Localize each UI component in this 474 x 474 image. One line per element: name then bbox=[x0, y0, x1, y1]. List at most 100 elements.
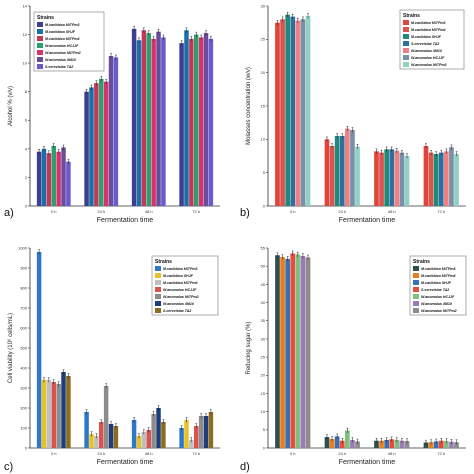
bar bbox=[404, 156, 410, 206]
bar bbox=[339, 440, 345, 448]
bar bbox=[433, 154, 439, 206]
bar bbox=[146, 430, 151, 448]
legend-label: W.anomalus 4M10 bbox=[411, 49, 442, 53]
bar bbox=[99, 78, 104, 206]
legend-label: M.caribbica SHJF bbox=[421, 281, 452, 285]
bar bbox=[404, 441, 410, 448]
chart-panel-c: 0 100 200 300 400 500 600 700 800 900 1000 0 h 24 h 4… bbox=[4, 245, 220, 473]
legend-swatch bbox=[413, 308, 419, 313]
x-tick-label: 0 h bbox=[290, 209, 296, 214]
y-tick-label: 1000 bbox=[18, 245, 28, 250]
legend-swatch bbox=[37, 36, 43, 41]
bar bbox=[94, 83, 99, 206]
legend-label: M.caribbica MiTPm4 bbox=[411, 28, 446, 32]
bar bbox=[449, 147, 454, 206]
legend-label: M.caribbica SHJF bbox=[411, 35, 442, 39]
panel-label: a) bbox=[4, 207, 14, 219]
bar bbox=[355, 146, 360, 206]
legend-swatch bbox=[403, 62, 409, 67]
bar bbox=[194, 34, 199, 207]
bar bbox=[334, 436, 340, 448]
legend-label: M.caribbica SHJF bbox=[163, 274, 194, 278]
bar bbox=[89, 87, 94, 206]
legend-label: M.caribbica MiTPm4 bbox=[421, 274, 456, 278]
bar bbox=[428, 442, 434, 448]
legend-box bbox=[409, 255, 467, 316]
y-tick-label: 14 bbox=[23, 3, 28, 8]
legend-swatch bbox=[403, 41, 409, 46]
y-tick-label: 100 bbox=[20, 425, 27, 430]
x-tick-label: 48 h bbox=[388, 451, 396, 456]
y-tick-label: 55 bbox=[261, 245, 266, 250]
y-tick-label: 50 bbox=[261, 264, 266, 269]
legend-swatch bbox=[155, 266, 161, 271]
bar bbox=[399, 152, 405, 206]
bar bbox=[136, 40, 142, 207]
x-tick-label: 72 h bbox=[192, 451, 200, 456]
legend-label: M.caribbica MiTPm3 bbox=[421, 267, 456, 271]
legend-label: M.caribbica MiTPm3 bbox=[45, 23, 80, 27]
legend-swatch bbox=[37, 50, 43, 55]
legend-swatch bbox=[155, 301, 161, 306]
bar bbox=[179, 428, 184, 448]
legend-swatch bbox=[155, 273, 161, 278]
y-axis-title: Cell viability (10⁶ cells/mL) bbox=[7, 313, 14, 383]
bar bbox=[295, 20, 301, 206]
y-tick-label: 5 bbox=[263, 427, 266, 432]
y-tick-label: 25 bbox=[261, 354, 266, 359]
bar bbox=[198, 416, 204, 448]
legend-swatch bbox=[37, 57, 43, 62]
bar bbox=[51, 146, 56, 206]
bar bbox=[384, 149, 390, 206]
legend-label: W.anomalus HCJJF bbox=[45, 44, 79, 48]
legend: Strains M.caribbica MiTPm3 M.caribbica SHJ… bbox=[33, 11, 105, 72]
legend-label: W.anomalus MiTPm2 bbox=[411, 63, 447, 67]
y-tick-label: 35 bbox=[261, 318, 266, 323]
bar bbox=[46, 153, 52, 206]
x-tick-label: 24 h bbox=[338, 451, 346, 456]
legend-swatch bbox=[413, 301, 419, 306]
bar bbox=[428, 152, 434, 206]
bar bbox=[305, 257, 311, 448]
y-axis-title: Reducing sugar (%) bbox=[246, 321, 252, 374]
x-tick-label: 48 h bbox=[145, 451, 153, 456]
bar bbox=[94, 436, 99, 448]
bar bbox=[379, 440, 384, 448]
legend-swatch bbox=[403, 34, 409, 39]
y-tick-label: 700 bbox=[20, 305, 27, 310]
legend-label: W.anomalus HCJJF bbox=[411, 56, 445, 60]
legend-label: W.anomalus MiTPm2 bbox=[45, 51, 81, 55]
y-tick-label: 6 bbox=[25, 118, 28, 123]
bar bbox=[280, 19, 285, 207]
legend-title: Strains bbox=[413, 259, 430, 265]
x-tick-label: 48 h bbox=[388, 209, 396, 214]
bar bbox=[84, 412, 89, 448]
bar bbox=[290, 16, 296, 206]
y-tick-label: 15 bbox=[261, 103, 266, 108]
legend-label: S.cerevisiae TA2 bbox=[421, 288, 449, 292]
bar bbox=[324, 139, 330, 206]
bar bbox=[305, 16, 311, 206]
bar bbox=[113, 426, 119, 448]
bar bbox=[161, 37, 166, 206]
legend-swatch bbox=[413, 294, 419, 299]
legend-box bbox=[399, 9, 465, 70]
bar bbox=[84, 91, 89, 206]
y-tick-label: 25 bbox=[261, 37, 266, 42]
bar bbox=[184, 420, 189, 448]
bar bbox=[389, 149, 395, 206]
y-tick-label: 8 bbox=[25, 89, 28, 94]
y-tick-label: 10 bbox=[23, 61, 28, 66]
bar bbox=[275, 255, 280, 448]
bar bbox=[131, 420, 137, 448]
legend-title: Strains bbox=[37, 15, 54, 21]
bar bbox=[56, 151, 61, 206]
y-axis-title: Alcohol % (v/v) bbox=[8, 86, 14, 126]
bar bbox=[113, 57, 119, 206]
bar bbox=[350, 440, 355, 448]
y-tick-label: 40 bbox=[261, 300, 266, 305]
legend-swatch bbox=[413, 287, 419, 292]
chart-panel-a: 0 2 4 6 8 10 12 14 0 h 24 h 48 h 72 h Fermentation t… bbox=[4, 3, 220, 224]
bar bbox=[184, 30, 189, 206]
x-tick-label: 72 h bbox=[437, 209, 445, 214]
